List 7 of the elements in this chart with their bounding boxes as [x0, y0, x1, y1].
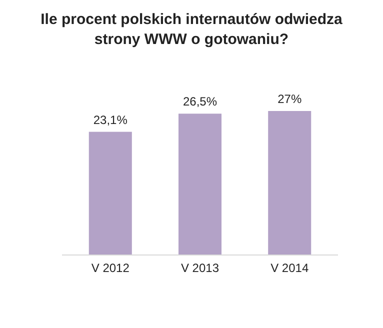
x-tick-label: V 2012 — [91, 261, 130, 275]
x-tick-label: V 2014 — [270, 261, 309, 275]
x-tick-label: V 2013 — [180, 261, 220, 275]
data-label: 23,1% — [93, 112, 128, 127]
data-label: 27% — [278, 92, 302, 106]
data-label: 26,5% — [182, 94, 218, 109]
chart-title: Ile procent polskich internautów odwiedza strony WWW o gotowaniu? — [40, 11, 344, 48]
